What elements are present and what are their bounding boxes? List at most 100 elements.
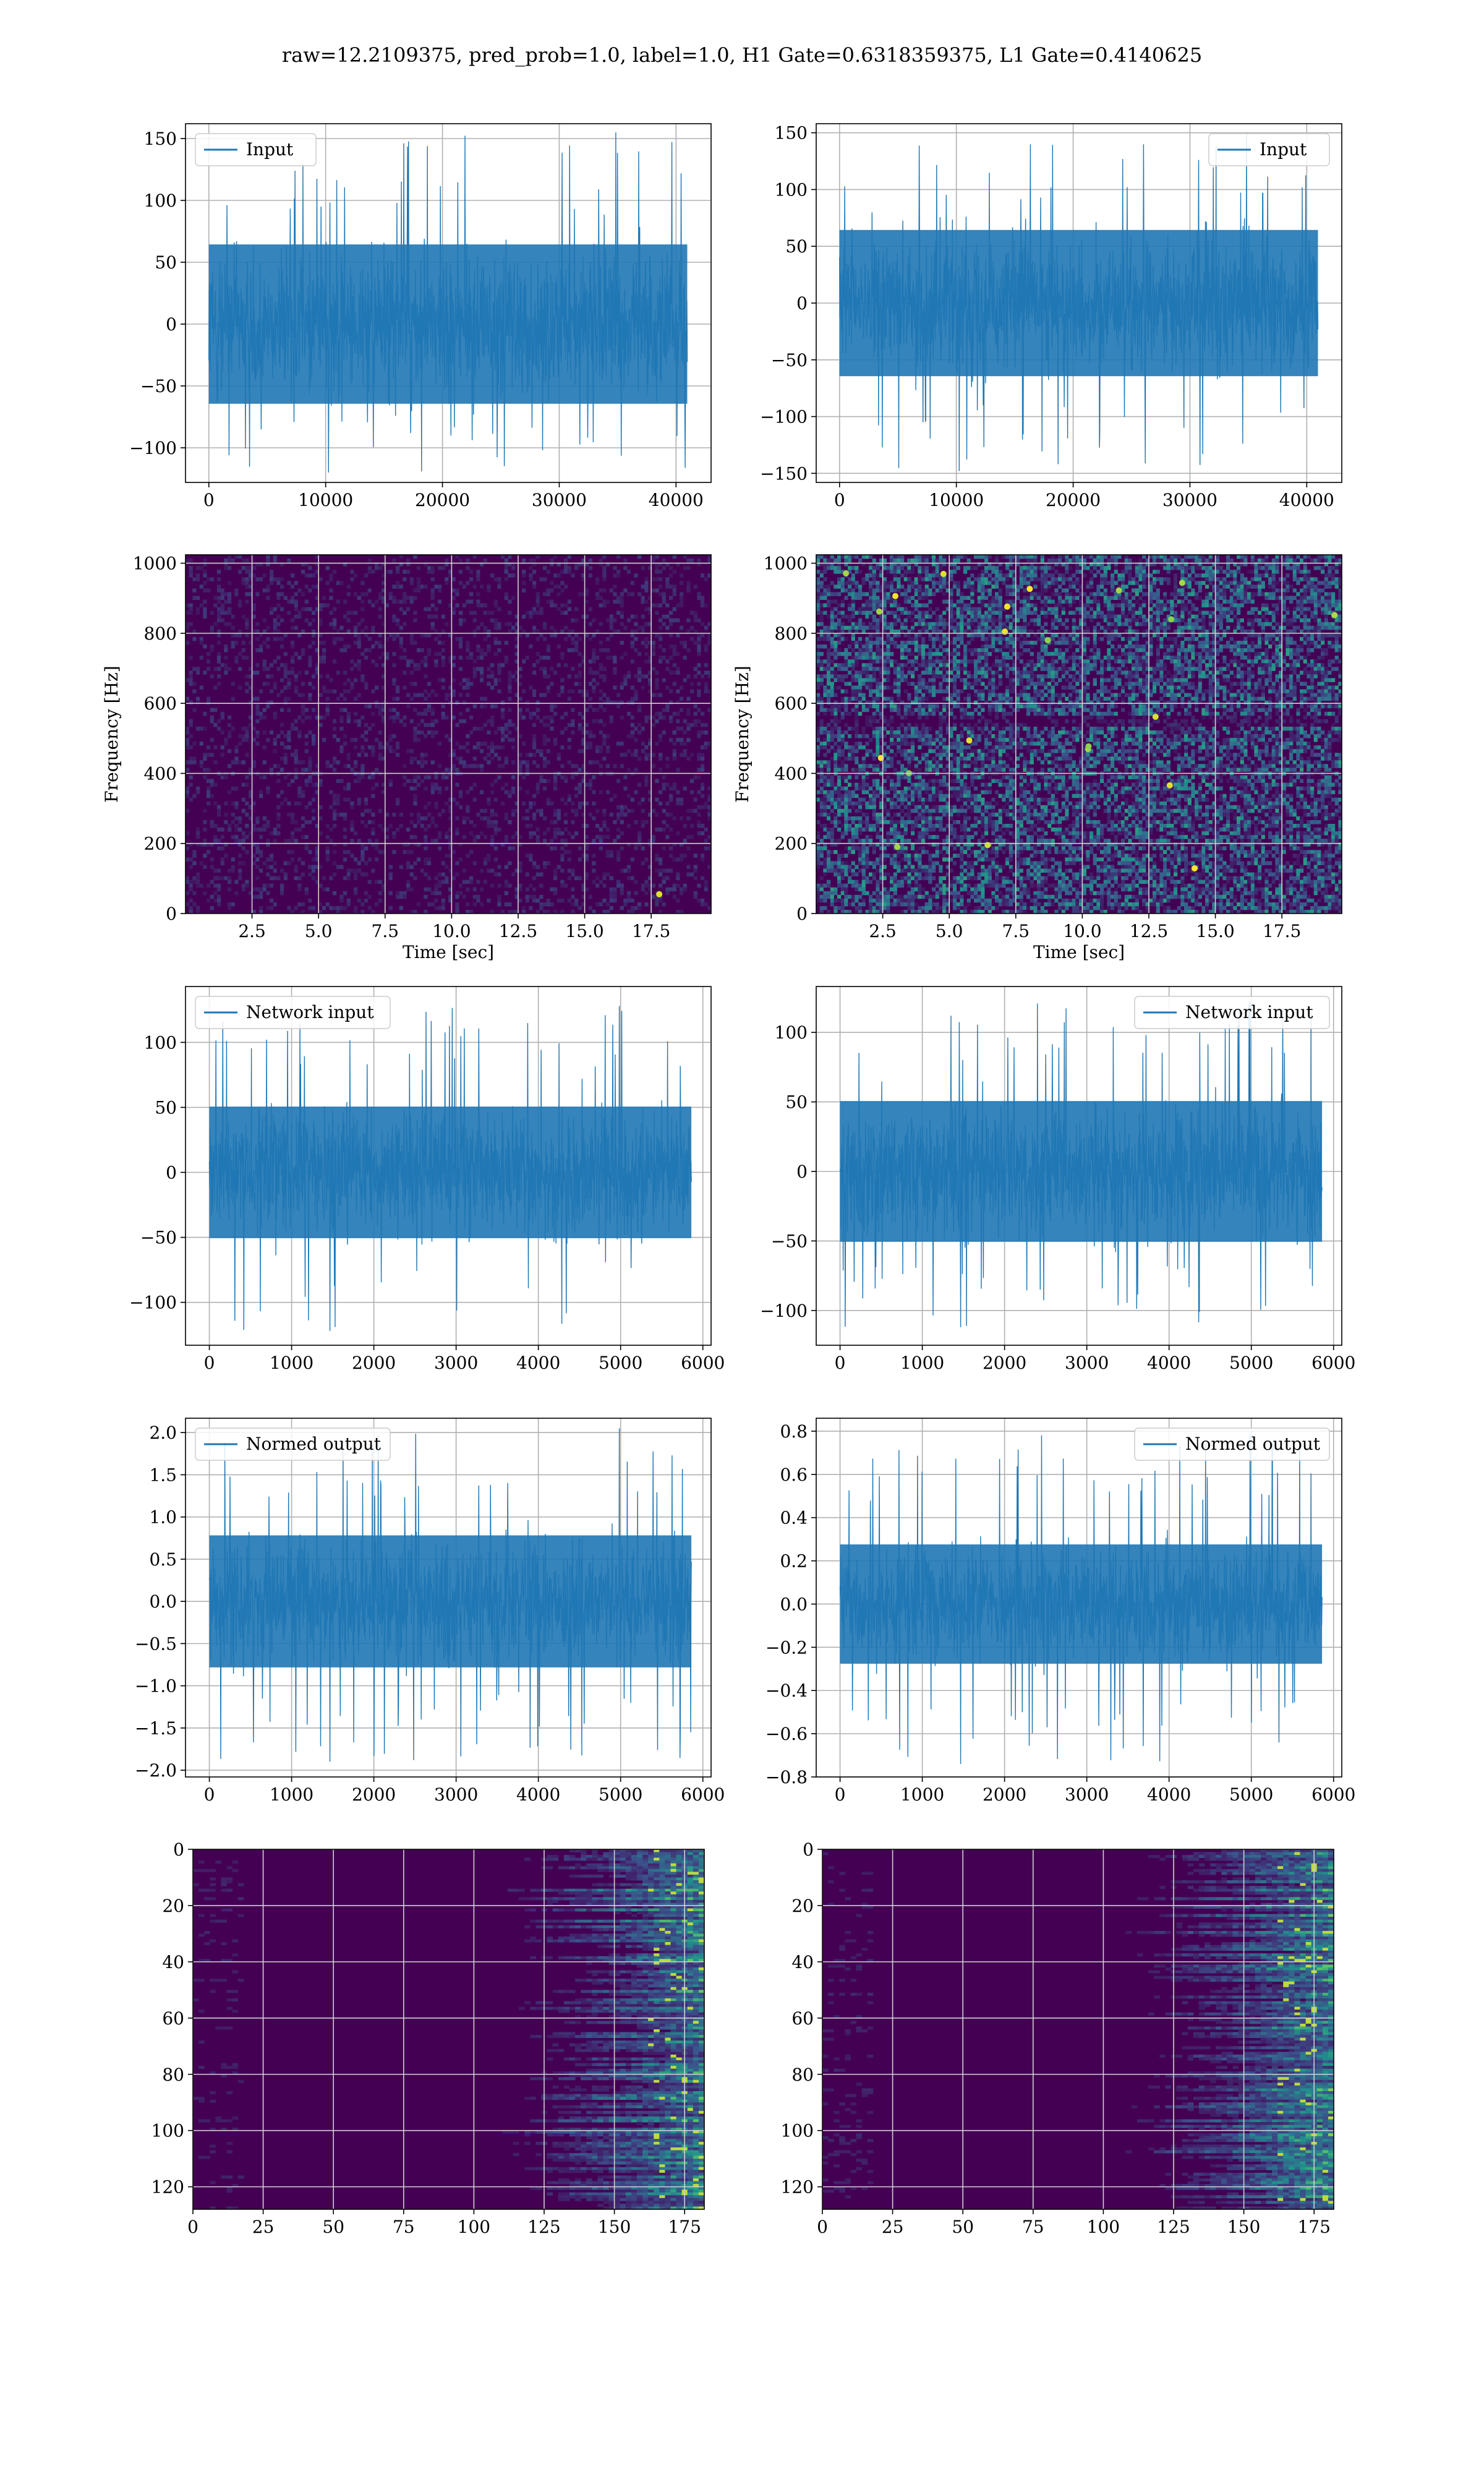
y-tick-label: 100 — [151, 2121, 184, 2141]
chart-r2c1: 2.5 5.0 7.5 10.0 12.5 15.0 17.5 0 200 400 600 800 10… — [101, 554, 712, 962]
axes-frame — [185, 554, 712, 914]
x-tick-label: 3000 — [1065, 1353, 1109, 1373]
y-tick-label: 200 — [144, 834, 177, 854]
x-tick-label: 0 — [817, 2217, 828, 2237]
y-tick-label: 200 — [775, 834, 808, 854]
series-core-band — [209, 1535, 692, 1667]
y-tick-label: 60 — [791, 2008, 814, 2029]
chart-r5c2: 0 25 50 75 100 125 150 175 0 20 40 60 80 100 120 — [781, 1839, 1334, 2237]
axes-frame — [816, 1418, 1342, 1778]
axes-frame — [185, 986, 712, 1346]
x-axis-label: Time [sec] — [1033, 942, 1125, 962]
y-tick-label: 0 — [173, 1839, 184, 1860]
x-tick-label: 2.5 — [238, 921, 266, 941]
y-tick-label: −1.0 — [135, 1676, 177, 1697]
x-tick-label: 0 — [204, 1353, 215, 1373]
tick-labels: 0 1000 2000 3000 4000 5000 6000 −0.8 −0.6 −0.4 −0.… — [765, 1421, 1355, 1805]
y-tick-label: 800 — [775, 623, 808, 644]
x-tick-label: 4000 — [516, 1353, 560, 1373]
tick-labels: 0 1000 2000 3000 4000 5000 6000 −2.0 −1.5 −1.0 −0.… — [135, 1423, 725, 1805]
heatmap-cells — [816, 555, 1342, 914]
x-tick-label: 10000 — [929, 490, 984, 510]
x-tick-label: 4000 — [1147, 1353, 1191, 1373]
y-tick-label: 0 — [796, 293, 808, 314]
y-tick-label: 1.0 — [149, 1507, 177, 1528]
x-tick-label: 5000 — [1229, 1784, 1273, 1805]
legend-label: Network input — [1185, 1002, 1313, 1022]
y-tick-label: 80 — [162, 2065, 184, 2085]
y-tick-label: 20 — [791, 1896, 814, 1916]
x-tick-label: 10000 — [298, 490, 353, 510]
x-tick-label: 40000 — [649, 490, 704, 510]
x-tick-label: 5000 — [599, 1784, 642, 1805]
y-tick-label: 600 — [775, 693, 808, 714]
chart-r4c1: 0 1000 2000 3000 4000 5000 6000 −2.0 −1.5 −1.0 −0.… — [135, 1418, 725, 1805]
heatmap-cells — [822, 1849, 1334, 2209]
x-tick-label: 7.5 — [1002, 921, 1030, 941]
legend: Input — [195, 133, 317, 166]
y-tick-label: 50 — [155, 252, 177, 273]
y-tick-label: 600 — [144, 693, 177, 714]
chart-r1c1: 0 10000 20000 30000 40000 −100 −50 0 50 100 150 Inp… — [129, 123, 712, 510]
y-tick-label: −0.8 — [765, 1767, 808, 1787]
x-tick-label: 10.0 — [1063, 921, 1101, 941]
y-tick-label: −100 — [129, 438, 177, 458]
tick-labels: 0 25 50 75 100 125 150 175 0 20 40 60 80 100 120 — [151, 1839, 701, 2237]
y-tick-label: 0.8 — [780, 1421, 808, 1442]
x-tick-label: 15.0 — [1196, 921, 1234, 941]
x-tick-label: 3000 — [434, 1784, 478, 1805]
axes-frame — [185, 123, 712, 483]
y-tick-label: −50 — [771, 350, 808, 370]
x-tick-label: 25 — [252, 2217, 275, 2237]
x-tick-label: 175 — [1297, 2217, 1330, 2237]
x-tick-label: 75 — [1022, 2217, 1044, 2237]
y-tick-label: 40 — [791, 1952, 814, 1972]
x-tick-label: 6000 — [1311, 1784, 1355, 1805]
legend-label: Input — [246, 139, 294, 160]
x-tick-label: 20000 — [1046, 490, 1101, 510]
y-tick-label: 2.0 — [149, 1423, 177, 1443]
axes-frame — [816, 554, 1342, 914]
x-tick-label: 10.0 — [432, 921, 471, 941]
tick-labels: 2.5 5.0 7.5 10.0 12.5 15.0 17.5 0 200 400 600 800 10… — [133, 554, 671, 941]
x-tick-label: 0 — [835, 1784, 846, 1805]
y-tick-label: 100 — [144, 1032, 177, 1053]
heatmap-cells — [193, 1849, 704, 2209]
y-tick-label: 100 — [775, 1022, 808, 1043]
x-tick-label: 0 — [835, 1353, 846, 1373]
legend-label: Input — [1260, 139, 1307, 160]
tick-labels: 0 10000 20000 30000 40000 −150 −100 −50 0 50 100 15… — [760, 123, 1334, 510]
y-tick-label: −0.4 — [765, 1680, 808, 1701]
x-tick-label: 4000 — [516, 1784, 560, 1805]
x-tick-label: 125 — [527, 2217, 560, 2237]
y-tick-label: 0 — [166, 904, 177, 924]
y-tick-label: 0.0 — [149, 1591, 177, 1612]
y-tick-label: −50 — [771, 1231, 808, 1251]
x-tick-label: 0 — [203, 490, 215, 510]
axes-frame — [822, 1849, 1334, 2210]
y-tick-label: 150 — [775, 123, 808, 143]
x-tick-label: 17.5 — [632, 921, 670, 941]
y-tick-label: 0.4 — [780, 1508, 808, 1528]
x-tick-label: 12.5 — [1130, 921, 1168, 941]
y-tick-label: 400 — [144, 763, 177, 784]
series-core-band — [839, 229, 1318, 377]
chart-r3c2: 0 1000 2000 3000 4000 5000 6000 −100 −50 0 50 100 Ne… — [760, 986, 1355, 1373]
y-tick-label: −2.0 — [135, 1760, 177, 1781]
x-tick-label: 1000 — [270, 1353, 313, 1373]
y-tick-label: 0 — [796, 904, 808, 924]
x-tick-label: 6000 — [681, 1784, 725, 1805]
y-tick-label: −0.5 — [135, 1633, 177, 1654]
x-tick-label: 3000 — [434, 1353, 478, 1373]
x-tick-label: 100 — [458, 2217, 490, 2237]
tick-labels: 0 1000 2000 3000 4000 5000 6000 −100 −50 0 50 100 — [129, 1032, 725, 1373]
x-tick-label: 25 — [882, 2217, 904, 2237]
y-tick-label: 50 — [785, 1092, 808, 1113]
x-tick-label: 15.0 — [565, 921, 603, 941]
y-tick-label: 0 — [803, 1839, 814, 1860]
x-tick-label: 150 — [598, 2217, 631, 2237]
x-tick-label: 30000 — [1162, 490, 1217, 510]
series-core-band — [208, 244, 688, 404]
y-tick-label: 120 — [151, 2177, 184, 2198]
y-tick-label: −1.5 — [135, 1718, 177, 1739]
